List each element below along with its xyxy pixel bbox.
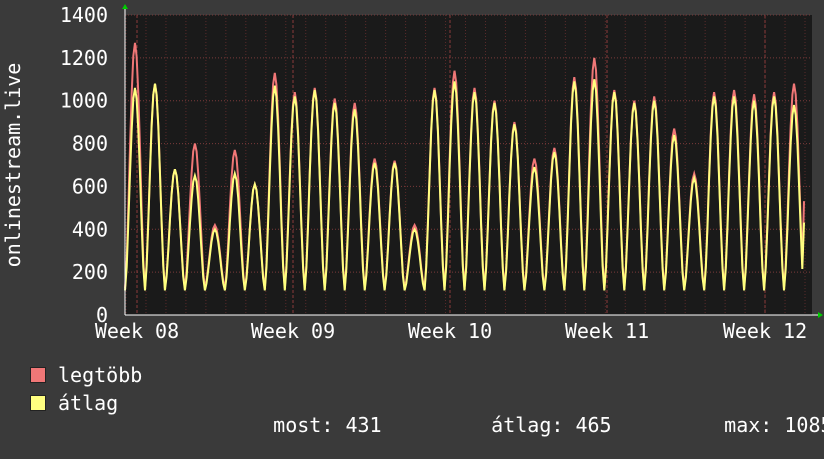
x-axis-arrow-icon bbox=[818, 312, 823, 318]
y-tick-label: 1400 bbox=[60, 3, 108, 27]
legend-item-max: legtöbb bbox=[30, 364, 142, 386]
stat-current: most: 431 bbox=[225, 392, 382, 458]
y-tick-label: 1200 bbox=[60, 46, 108, 70]
stat-current-label: most: bbox=[273, 413, 334, 437]
stat-maximum-label: max: bbox=[724, 413, 773, 437]
legend-item-avg: átlag bbox=[30, 392, 118, 414]
y-tick-label: 800 bbox=[72, 132, 108, 156]
stat-average: átlag: 465 bbox=[443, 392, 612, 458]
stat-maximum: max: 1085 bbox=[676, 392, 824, 458]
y-tick-label: 200 bbox=[72, 260, 108, 284]
x-tick-label: Week 08 bbox=[95, 319, 179, 343]
y-axis-label: onlinestream.live bbox=[1, 63, 25, 268]
stat-maximum-value: 1085 bbox=[784, 413, 824, 437]
y-axis-arrow-icon bbox=[122, 4, 128, 9]
stat-average-value: 465 bbox=[575, 413, 612, 437]
y-tick-label: 0 bbox=[96, 303, 108, 327]
y-tick-label: 1000 bbox=[60, 89, 108, 113]
x-tick-label: Week 11 bbox=[565, 319, 649, 343]
y-tick-label: 400 bbox=[72, 217, 108, 241]
legend-label-avg: átlag bbox=[58, 391, 119, 415]
plot-area bbox=[125, 15, 812, 315]
x-tick-label: Week 12 bbox=[723, 319, 807, 343]
stat-current-value: 431 bbox=[345, 413, 382, 437]
axes: 0 200 400 600 800 1000 1200 1400 Week 08 Week 09 W… bbox=[60, 3, 823, 343]
chart-svg: 0 200 400 600 800 1000 1200 1400 Week 08 Week 09 W… bbox=[1, 3, 823, 343]
stat-average-label: átlag: bbox=[491, 413, 564, 437]
legend-swatch-max bbox=[30, 367, 46, 383]
series-line-avg bbox=[124, 79, 805, 291]
y-tick-label: 600 bbox=[72, 174, 108, 198]
x-tick-label: Week 10 bbox=[408, 319, 492, 343]
chart-panel: 0 200 400 600 800 1000 1200 1400 Week 08 Week 09 W… bbox=[1, 3, 824, 436]
series-layer bbox=[124, 42, 805, 291]
x-tick-label: Week 09 bbox=[251, 319, 335, 343]
legend-swatch-avg bbox=[30, 395, 46, 411]
legend-label-max: legtöbb bbox=[58, 363, 143, 387]
